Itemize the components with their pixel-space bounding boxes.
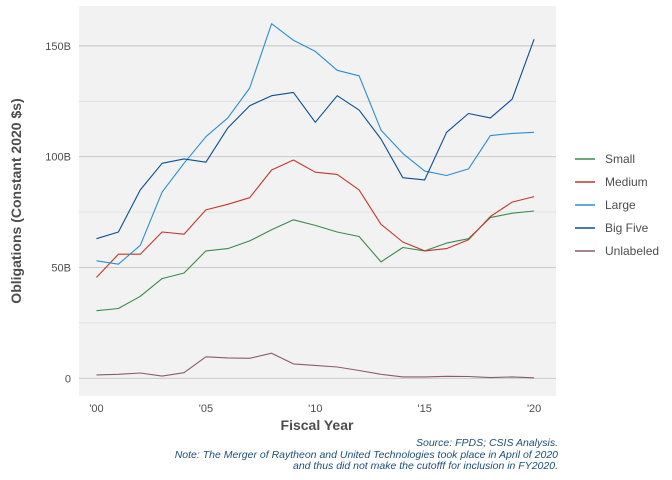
plot-panel: [79, 6, 556, 396]
series-line-large: [96, 23, 535, 265]
legend-label: Small: [605, 152, 635, 166]
series-line-small: [96, 210, 535, 312]
legend-label: Big Five: [605, 221, 649, 235]
x-tick-label: '10: [308, 403, 322, 415]
caption-note-line-1: Note: The Merger of Raytheon and United …: [174, 448, 558, 461]
y-tick-label: 0: [65, 373, 71, 385]
x-tick-label: '20: [527, 403, 541, 415]
grid-lines: [79, 45, 556, 379]
legend: Small Medium Large Big Five Unlabeled: [575, 152, 659, 258]
x-axis-ticks: '00 '05 '10 '15 '20: [89, 403, 541, 415]
x-tick-label: '05: [199, 403, 213, 415]
legend-label: Large: [605, 198, 636, 212]
chart-caption: Source: FPDS; CSIS Analysis. Note: The M…: [174, 437, 558, 473]
y-axis-title: Obligations (Constant 2020 $s): [8, 98, 24, 303]
legend-label: Unlabeled: [605, 244, 659, 258]
legend-label: Medium: [605, 175, 648, 189]
caption-source: Source: FPDS; CSIS Analysis.: [416, 437, 558, 449]
x-tick-label: '00: [89, 403, 103, 415]
x-tick-label: '15: [418, 403, 432, 415]
x-axis-title: Fiscal Year: [281, 417, 354, 433]
series-line-unlabeled: [96, 352, 535, 379]
y-tick-label: 50B: [51, 262, 71, 274]
y-tick-label: 150B: [45, 41, 71, 53]
y-axis-ticks: 0 50B 100B 150B: [45, 41, 71, 385]
series-line-big-five: [96, 39, 535, 240]
caption-note-line-2: and thus did not make the cutofff for in…: [293, 460, 558, 472]
series-lines: [96, 23, 535, 379]
series-line-medium: [96, 159, 535, 278]
y-tick-label: 100B: [45, 152, 71, 164]
